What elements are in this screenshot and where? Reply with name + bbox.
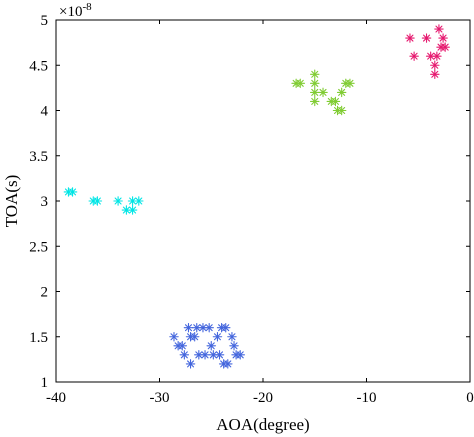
plot-area	[55, 19, 471, 383]
y-tick-label: 4	[41, 104, 49, 120]
data-point-series-2	[309, 87, 320, 98]
data-point-series-4	[223, 359, 233, 369]
data-points	[63, 24, 450, 369]
data-point-series-2	[309, 96, 320, 107]
y-axis-ticks: 1 1.5 2 2.5 3 3.5 4 4.5 5	[29, 13, 470, 391]
data-point-series-4	[200, 350, 210, 360]
x-axis-label: AOA(degree)	[216, 415, 309, 434]
y-axis-multiplier: ×10-8	[59, 1, 92, 20]
x-tick-label: 0	[466, 390, 474, 406]
y-tick-label: 4.5	[29, 58, 48, 74]
x-tick-label: -20	[253, 390, 273, 406]
data-point-series-3	[409, 51, 419, 61]
x-axis-ticks: -40 -30 -20 -10 0	[46, 20, 474, 406]
data-point-series-1	[92, 196, 103, 206]
y-tick-label: 2.5	[29, 239, 48, 255]
data-point-series-2	[295, 78, 306, 89]
data-point-series-4	[185, 359, 196, 369]
data-point-series-4	[177, 341, 188, 351]
data-point-series-2	[309, 78, 320, 89]
y-tick-label: 3.5	[29, 149, 48, 165]
y-axis-multiplier-exponent: -8	[82, 1, 92, 13]
data-point-series-2	[330, 96, 341, 107]
y-tick-label: 5	[41, 13, 49, 29]
data-point-series-1	[134, 196, 144, 206]
y-axis-multiplier-base: ×10	[59, 4, 82, 20]
data-point-series-3	[430, 60, 440, 70]
data-point-series-4	[192, 322, 202, 333]
data-point-series-4	[220, 322, 231, 333]
data-point-series-1	[67, 187, 78, 197]
data-point-series-4	[189, 331, 200, 342]
data-point-series-2	[336, 105, 347, 116]
y-axis-label: TOA(s)	[2, 175, 21, 228]
data-point-series-4	[206, 341, 216, 351]
y-tick-label: 1	[41, 375, 49, 391]
data-point-series-3	[405, 33, 415, 43]
data-point-series-3	[440, 42, 450, 52]
data-point-series-2	[318, 87, 328, 98]
data-point-series-4	[212, 331, 223, 342]
x-tick-label: -10	[357, 390, 377, 406]
data-point-series-4	[204, 322, 214, 333]
data-point-series-3	[432, 51, 442, 61]
data-point-series-2	[309, 69, 320, 80]
data-point-series-3	[421, 33, 432, 43]
data-point-series-4	[214, 350, 225, 360]
data-point-series-4	[183, 322, 194, 333]
data-point-series-1	[127, 205, 138, 215]
data-point-series-4	[227, 331, 237, 342]
data-point-series-4	[235, 350, 245, 360]
data-point-series-4	[169, 331, 179, 342]
data-point-series-3	[438, 33, 448, 43]
data-point-series-3	[430, 69, 440, 80]
data-point-series-1	[113, 196, 123, 206]
x-tick-label: -40	[46, 390, 66, 406]
data-point-series-2	[345, 78, 355, 89]
data-point-series-4	[229, 341, 239, 351]
data-point-series-4	[179, 350, 190, 360]
x-tick-label: -30	[150, 390, 170, 406]
y-tick-label: 2	[41, 285, 49, 301]
y-tick-label: 1.5	[29, 330, 48, 346]
data-point-series-3	[434, 24, 444, 34]
y-tick-label: 3	[41, 194, 49, 210]
data-point-series-2	[336, 87, 347, 98]
